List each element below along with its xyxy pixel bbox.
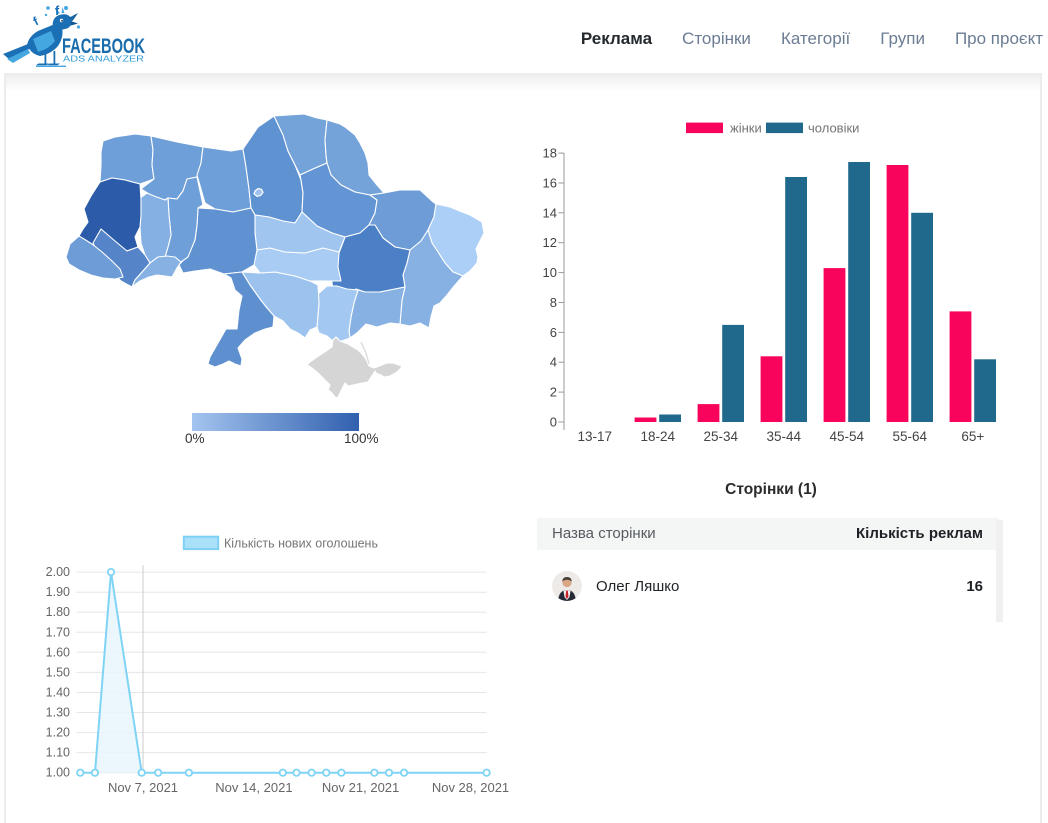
- svg-text:65+: 65+: [961, 429, 984, 444]
- svg-text:45-54: 45-54: [830, 429, 865, 444]
- svg-text:f: f: [55, 4, 60, 18]
- svg-text:1.80: 1.80: [46, 605, 70, 619]
- svg-text:ADS ANALYZER: ADS ANALYZER: [63, 55, 144, 64]
- svg-text:12: 12: [543, 235, 557, 250]
- svg-text:f: f: [31, 14, 42, 29]
- svg-text:1.40: 1.40: [46, 686, 70, 700]
- svg-text:1.00: 1.00: [46, 766, 70, 780]
- svg-text:жінки: жінки: [730, 121, 762, 136]
- svg-text:чоловіки: чоловіки: [808, 121, 859, 136]
- svg-text:4: 4: [550, 355, 557, 370]
- svg-text:100%: 100%: [344, 431, 379, 446]
- svg-text:25-34: 25-34: [704, 429, 739, 444]
- svg-text:10: 10: [543, 265, 557, 280]
- svg-text:1.50: 1.50: [46, 665, 70, 679]
- svg-text:1.90: 1.90: [46, 585, 70, 599]
- svg-text:2: 2: [550, 385, 557, 400]
- svg-text:0: 0: [550, 415, 557, 430]
- svg-text:Nov 21, 2021: Nov 21, 2021: [322, 780, 399, 795]
- svg-text:6: 6: [550, 325, 557, 340]
- svg-text:1.20: 1.20: [46, 726, 70, 740]
- svg-text:f: f: [69, 14, 77, 25]
- svg-text:35-44: 35-44: [767, 429, 802, 444]
- svg-text:1.30: 1.30: [46, 706, 70, 720]
- svg-text:18-24: 18-24: [641, 429, 676, 444]
- svg-text:18: 18: [543, 146, 557, 161]
- svg-text:2.00: 2.00: [46, 565, 70, 579]
- svg-text:8: 8: [550, 295, 557, 310]
- svg-text:1.60: 1.60: [46, 645, 70, 659]
- svg-text:Кількість нових оголошень: Кількість нових оголошень: [224, 537, 378, 551]
- svg-text:1.70: 1.70: [46, 625, 70, 639]
- svg-text:Nov 7, 2021: Nov 7, 2021: [108, 780, 178, 795]
- svg-text:Nov 28, 2021: Nov 28, 2021: [432, 780, 509, 795]
- svg-text:0%: 0%: [185, 431, 205, 446]
- svg-text:Nov 14, 2021: Nov 14, 2021: [215, 780, 292, 795]
- svg-text:14: 14: [543, 205, 557, 220]
- svg-text:FACEBOOK: FACEBOOK: [62, 35, 145, 58]
- svg-text:55-64: 55-64: [893, 429, 928, 444]
- svg-text:13-17: 13-17: [578, 429, 613, 444]
- svg-text:16: 16: [543, 176, 557, 191]
- svg-text:1.10: 1.10: [46, 746, 70, 760]
